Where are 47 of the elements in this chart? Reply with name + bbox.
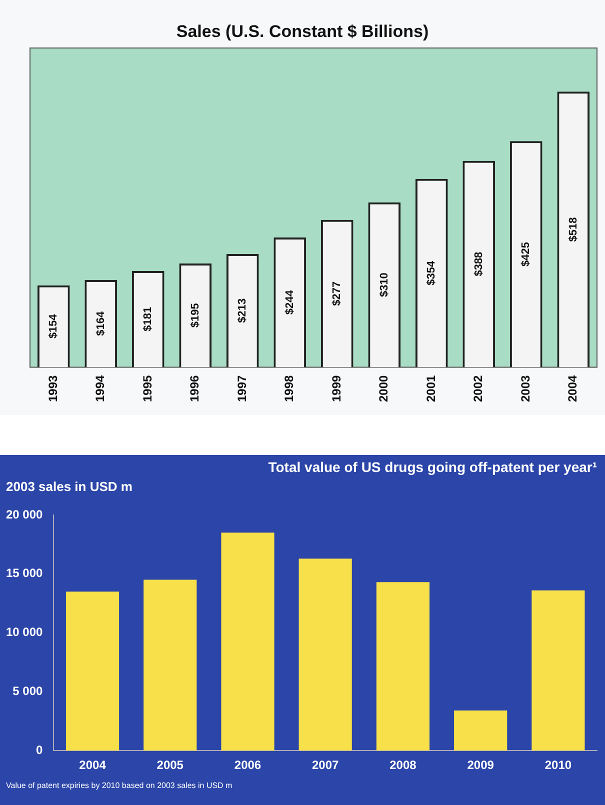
data-label: $310 (378, 272, 390, 298)
data-label: $244 (284, 289, 296, 315)
data-label: $425 (520, 242, 532, 266)
x-tick-label: 2000 (376, 374, 391, 402)
x-tick-label: 1995 (140, 374, 154, 402)
chart-title: Sales (U.S. Constant $ Billions) (175, 21, 430, 41)
x-tick-label: 2007 (312, 758, 340, 772)
y-axis-title: 2003 sales in USD m (5, 479, 134, 496)
bar (532, 590, 585, 751)
x-tick-label: 2001 (424, 374, 438, 402)
x-tick-label: 2004 (566, 374, 580, 402)
x-tick-label: 1997 (234, 374, 249, 402)
bar (376, 582, 430, 751)
x-tick-label: 2006 (234, 758, 262, 772)
x-tick-label: 2002 (471, 374, 486, 402)
bar (66, 592, 120, 751)
data-label: $164 (94, 310, 107, 336)
y-tick-label: 5 000 (12, 684, 44, 698)
y-tick-label: 20 000 (6, 507, 44, 522)
y-tick-label: 0 (36, 742, 44, 757)
data-label: $354 (426, 260, 438, 286)
x-tick-label: 2009 (467, 758, 494, 772)
x-tick-label: 2004 (79, 758, 106, 772)
x-tick-label: 2010 (544, 758, 572, 772)
x-tick-label: 1994 (93, 374, 108, 402)
data-label: $195 (189, 303, 202, 328)
x-tick-label: 1993 (46, 374, 60, 402)
y-tick-label: 15 000 (6, 566, 44, 580)
bar (454, 710, 508, 751)
data-label: $388 (472, 252, 485, 276)
data-label: $181 (142, 306, 154, 332)
bar (144, 580, 197, 751)
x-tick-label: 2003 (518, 374, 532, 402)
data-label: $277 (331, 281, 344, 306)
x-tick-label: 1998 (282, 374, 296, 402)
data-label: $213 (236, 298, 249, 323)
chart-title: Total value of US drugs going off-patent per year¹ (267, 458, 598, 477)
x-tick-label: 2005 (156, 758, 184, 772)
data-label: $154 (48, 313, 60, 339)
text: Value of patent expiries by 2010 based on 2003 sales in USD m (5, 781, 234, 790)
data-label: $518 (567, 217, 580, 242)
x-tick-label: 1996 (188, 374, 202, 402)
x-tick-label: 2008 (390, 758, 417, 772)
bar (298, 558, 352, 751)
bar (221, 532, 274, 751)
x-tick-label: 1999 (329, 374, 344, 402)
y-tick-label: 10 000 (6, 625, 44, 640)
